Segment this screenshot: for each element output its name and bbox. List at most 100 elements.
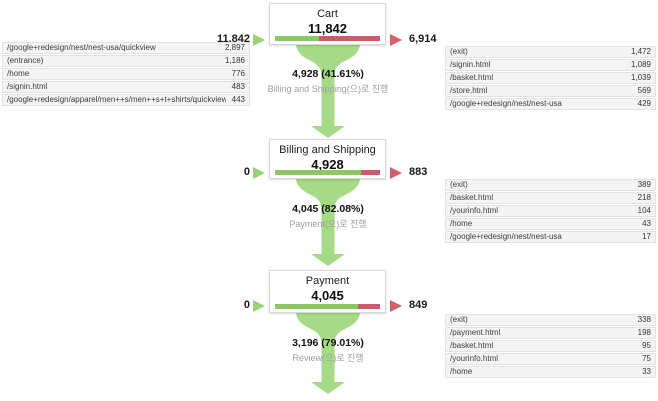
- inflow-count: 0: [243, 299, 250, 311]
- step-total: 4,928: [311, 157, 344, 172]
- exit-arrow-icon: [390, 300, 402, 312]
- exit-arrow-icon: [390, 34, 402, 46]
- table-row[interactable]: /signin.html 483: [2, 81, 250, 93]
- table-row[interactable]: /google+redesign/nest/nest-usa 429: [445, 98, 656, 110]
- row-label: (exit): [450, 181, 468, 189]
- row-label: /signin.html: [450, 61, 491, 69]
- funnel-shape: [296, 313, 360, 382]
- table-row[interactable]: /yourinfo.html 104: [445, 205, 656, 217]
- table-row[interactable]: /google+redesign/apparel/men++s/men++s+t…: [2, 94, 250, 106]
- row-value: 75: [642, 354, 651, 363]
- table-row[interactable]: /home 33: [445, 366, 656, 378]
- row-value: 43: [642, 219, 651, 228]
- inflow-count: 0: [243, 166, 250, 178]
- exit-count: 883: [409, 166, 428, 178]
- funnel-step-cart[interactable]: Cart 11,842: [269, 3, 386, 45]
- continue-bar-segment: [275, 304, 358, 309]
- row-label: /home: [450, 368, 473, 376]
- step-progress-bar: [275, 170, 380, 175]
- continue-label: Payment(으)로 진행: [289, 219, 367, 229]
- exit-bar-segment: [357, 304, 380, 309]
- continue-label: Review(으)로 진행: [292, 353, 364, 363]
- row-label: /google+redesign/nest/nest-usa: [450, 233, 562, 241]
- row-label: /google+redesign/nest/nest-usa: [450, 100, 562, 108]
- row-value: 33: [642, 367, 651, 376]
- row-value: 17: [642, 232, 651, 241]
- row-value: 218: [637, 193, 651, 202]
- continue-count: 4,045 (82.08%): [292, 203, 364, 215]
- table-row[interactable]: (entrance) 1,186: [2, 55, 250, 67]
- table-row[interactable]: /basket.html 1,039: [445, 72, 656, 84]
- row-label: /yourinfo.html: [450, 207, 499, 215]
- funnel-step-billing-and-shipping[interactable]: Billing and Shipping 4,928: [269, 139, 386, 179]
- row-value: 429: [637, 99, 651, 108]
- row-label: /yourinfo.html: [450, 355, 499, 363]
- table-row[interactable]: /home 43: [445, 218, 656, 230]
- table-row[interactable]: /basket.html 218: [445, 192, 656, 204]
- table-row[interactable]: /home 776: [2, 68, 250, 80]
- table-row[interactable]: /payment.html 198: [445, 327, 656, 339]
- row-value: 1,089: [630, 60, 651, 69]
- exit-bar-segment: [361, 170, 380, 175]
- table-row[interactable]: (exit) 389: [445, 179, 656, 191]
- down-arrow-icon: [311, 254, 345, 266]
- row-value: 198: [637, 328, 651, 337]
- continue-count: 3,196 (79.01%): [292, 337, 364, 349]
- table-row[interactable]: (exit) 1,472: [445, 46, 656, 58]
- step-progress-bar: [275, 304, 380, 309]
- continue-label: Billing and Shipping(으)로 진행: [267, 84, 389, 94]
- row-value: 389: [637, 180, 651, 189]
- row-label: (exit): [450, 316, 468, 324]
- table-row[interactable]: /google+redesign/nest/nest-usa/quickview…: [2, 42, 250, 54]
- exit-count: 6,914: [409, 33, 437, 45]
- inflow-arrow-icon: [253, 300, 265, 312]
- row-value: 1,472: [630, 47, 651, 56]
- table-row[interactable]: (exit) 338: [445, 314, 656, 326]
- step-title: Billing and Shipping: [279, 144, 376, 156]
- row-label: (entrance): [7, 57, 44, 65]
- funnel-shape: [296, 179, 360, 254]
- continue-stats: 3,196 (79.01%) Review(으)로 진행: [238, 337, 418, 364]
- funnel-connector-cart[interactable]: [296, 45, 360, 138]
- table-row[interactable]: /google+redesign/nest/nest-usa 17: [445, 231, 656, 243]
- row-label: /store.html: [450, 87, 488, 95]
- funnel-connector-payment[interactable]: [296, 313, 360, 394]
- exit-destinations-table: (exit) 1,472 /signin.html 1,089 /basket.…: [445, 46, 656, 111]
- row-value: 443: [231, 95, 245, 104]
- row-label: (exit): [450, 48, 468, 56]
- table-row[interactable]: /yourinfo.html 75: [445, 353, 656, 365]
- row-label: /payment.html: [450, 329, 501, 337]
- step-progress-bar: [275, 36, 380, 41]
- row-label: /google+redesign/apparel/men++s/men++s+t…: [7, 96, 226, 104]
- continue-count: 4,928 (41.61%): [292, 68, 364, 80]
- row-label: /basket.html: [450, 194, 494, 202]
- continue-bar-segment: [275, 170, 362, 175]
- table-row[interactable]: /store.html 569: [445, 85, 656, 97]
- continue-stats: 4,928 (41.61%) Billing and Shipping(으)로 …: [238, 68, 418, 95]
- funnel-connector-billing[interactable]: [296, 179, 360, 266]
- row-value: 104: [637, 206, 651, 215]
- funnel-step-payment[interactable]: Payment 4,045: [269, 270, 386, 313]
- row-value: 1,186: [224, 56, 245, 65]
- row-value: 2,897: [224, 43, 245, 52]
- table-row[interactable]: /signin.html 1,089: [445, 59, 656, 71]
- row-label: /basket.html: [450, 342, 494, 350]
- row-value: 1,039: [630, 73, 651, 82]
- table-row[interactable]: /basket.html 95: [445, 340, 656, 352]
- exit-arrow-icon: [390, 167, 402, 179]
- exit-bar-segment: [318, 36, 380, 41]
- row-label: /basket.html: [450, 74, 494, 82]
- row-value: 776: [231, 69, 245, 78]
- down-arrow-icon: [311, 382, 345, 394]
- continue-stats: 4,045 (82.08%) Payment(으)로 진행: [238, 203, 418, 230]
- row-value: 483: [231, 82, 245, 91]
- row-value: 95: [642, 341, 651, 350]
- exit-destinations-table: (exit) 389 /basket.html 218 /yourinfo.ht…: [445, 179, 656, 244]
- row-value: 569: [637, 86, 651, 95]
- continue-bar-segment: [275, 36, 319, 41]
- inflow-sources-table: /google+redesign/nest/nest-usa/quickview…: [2, 42, 250, 107]
- step-total: 11,842: [307, 21, 348, 36]
- step-title: Cart: [317, 8, 338, 20]
- step-title: Payment: [305, 275, 350, 287]
